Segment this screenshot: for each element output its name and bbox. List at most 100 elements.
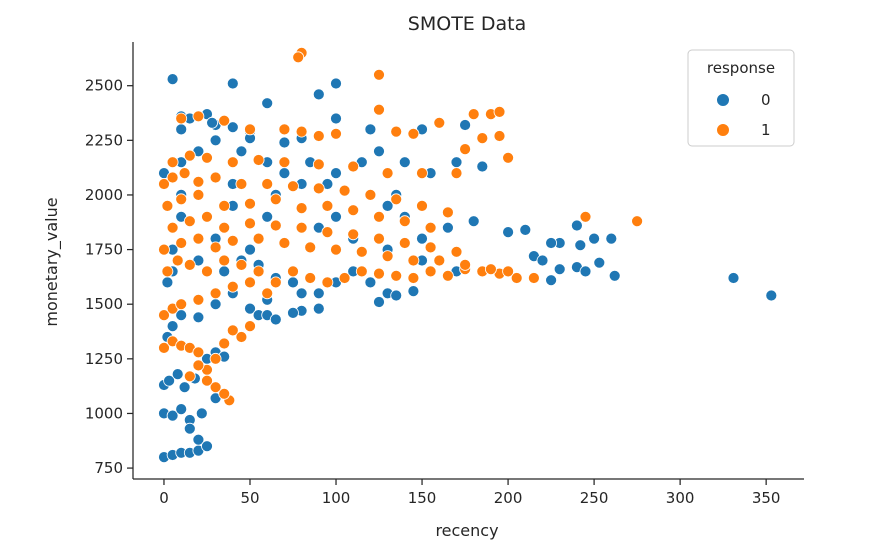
data-point-series-0 <box>579 265 592 278</box>
data-point-series-0 <box>330 112 342 125</box>
y-tick-label: 2000 <box>85 186 123 204</box>
data-point-series-1 <box>244 123 256 136</box>
legend-title: response <box>707 59 775 77</box>
data-point-series-0 <box>608 269 621 282</box>
y-tick-label: 1750 <box>85 241 123 259</box>
data-point-series-1 <box>209 352 222 365</box>
data-point-series-0 <box>450 156 463 169</box>
data-point-series-1 <box>373 267 385 280</box>
data-point-series-1 <box>493 130 506 142</box>
y-tick-label: 750 <box>94 459 123 477</box>
data-point-series-0 <box>545 274 557 287</box>
data-point-series-1 <box>381 250 394 263</box>
data-point-series-1 <box>235 331 248 343</box>
data-point-series-1 <box>390 193 403 206</box>
x-tick-label: 300 <box>666 489 695 507</box>
data-point-series-1 <box>287 180 299 193</box>
data-point-series-1 <box>252 232 265 245</box>
data-point-series-1 <box>424 265 437 278</box>
data-point-series-1 <box>235 258 248 271</box>
data-point-series-1 <box>330 243 342 256</box>
data-point-series-1 <box>166 171 179 184</box>
data-point-series-1 <box>226 234 239 247</box>
data-point-series-1 <box>192 293 205 306</box>
x-tick-label: 50 <box>240 489 259 507</box>
data-point-series-0 <box>171 368 184 381</box>
data-point-series-1 <box>381 167 394 180</box>
data-point-series-0 <box>175 123 188 136</box>
points-layer <box>158 47 778 464</box>
data-point-series-1 <box>364 188 377 201</box>
data-point-series-1 <box>433 254 446 267</box>
data-point-series-1 <box>158 309 170 322</box>
data-point-series-0 <box>312 88 325 101</box>
data-point-series-1 <box>201 374 213 387</box>
data-point-series-1 <box>373 103 385 116</box>
data-point-series-1 <box>424 221 437 234</box>
legend-box <box>687 49 795 147</box>
data-point-series-1 <box>209 171 222 184</box>
data-point-series-1 <box>278 237 291 249</box>
data-point-series-1 <box>390 125 403 138</box>
data-point-series-0 <box>218 265 231 278</box>
data-point-series-0 <box>312 287 325 300</box>
data-point-series-1 <box>158 341 170 354</box>
y-tick-label: 1250 <box>85 350 123 368</box>
data-point-series-1 <box>226 156 239 169</box>
data-point-series-0 <box>226 121 239 134</box>
data-point-series-0 <box>261 210 274 223</box>
data-point-series-0 <box>574 239 587 252</box>
data-point-series-1 <box>338 272 351 284</box>
data-point-series-1 <box>161 199 174 212</box>
data-point-series-0 <box>416 232 428 245</box>
data-point-series-1 <box>178 167 191 180</box>
data-point-series-1 <box>502 265 515 278</box>
data-point-series-0 <box>192 311 205 324</box>
data-point-series-1 <box>183 215 196 228</box>
data-point-series-0 <box>261 97 274 110</box>
data-point-series-0 <box>588 232 600 245</box>
data-point-series-1 <box>493 106 506 118</box>
data-point-series-0 <box>163 374 176 387</box>
data-point-series-0 <box>536 254 549 267</box>
data-point-series-1 <box>161 265 174 278</box>
data-point-series-1 <box>183 149 196 162</box>
data-point-series-1 <box>158 243 170 256</box>
data-point-series-1 <box>390 269 403 282</box>
y-ticks: 750 1000 1250 1500 1750 2000 2250 2500 <box>85 77 133 477</box>
data-point-series-1 <box>287 265 299 278</box>
data-point-series-1 <box>166 156 179 169</box>
data-point-series-0 <box>476 160 489 173</box>
data-point-series-1 <box>295 202 308 215</box>
data-point-series-1 <box>244 320 256 333</box>
data-point-series-0 <box>364 276 377 289</box>
x-tick-label: 250 <box>580 489 609 507</box>
data-point-series-1 <box>450 167 463 180</box>
data-point-series-1 <box>278 123 291 136</box>
data-point-series-1 <box>218 337 231 350</box>
data-point-series-0 <box>201 440 213 453</box>
data-point-series-0 <box>295 287 308 300</box>
data-point-series-0 <box>166 320 179 333</box>
data-point-series-1 <box>398 237 411 249</box>
x-tick-label: 200 <box>494 489 523 507</box>
data-point-series-1 <box>502 151 515 164</box>
data-point-series-0 <box>206 116 219 129</box>
data-point-series-0 <box>765 289 778 302</box>
data-point-series-1 <box>218 199 231 212</box>
data-point-series-1 <box>183 370 196 383</box>
data-point-series-1 <box>244 197 256 210</box>
data-point-series-0 <box>381 199 394 212</box>
axes-layer <box>132 42 804 480</box>
data-point-series-0 <box>571 219 583 232</box>
data-point-series-1 <box>304 272 317 284</box>
data-point-series-1 <box>312 182 325 195</box>
data-point-series-1 <box>373 210 385 223</box>
data-point-series-1 <box>459 143 472 156</box>
data-point-series-1 <box>201 265 213 278</box>
data-point-series-0 <box>166 73 179 85</box>
data-point-series-1 <box>171 254 184 267</box>
data-point-series-0 <box>195 407 208 420</box>
data-point-series-0 <box>209 298 222 311</box>
data-point-series-1 <box>218 387 231 400</box>
